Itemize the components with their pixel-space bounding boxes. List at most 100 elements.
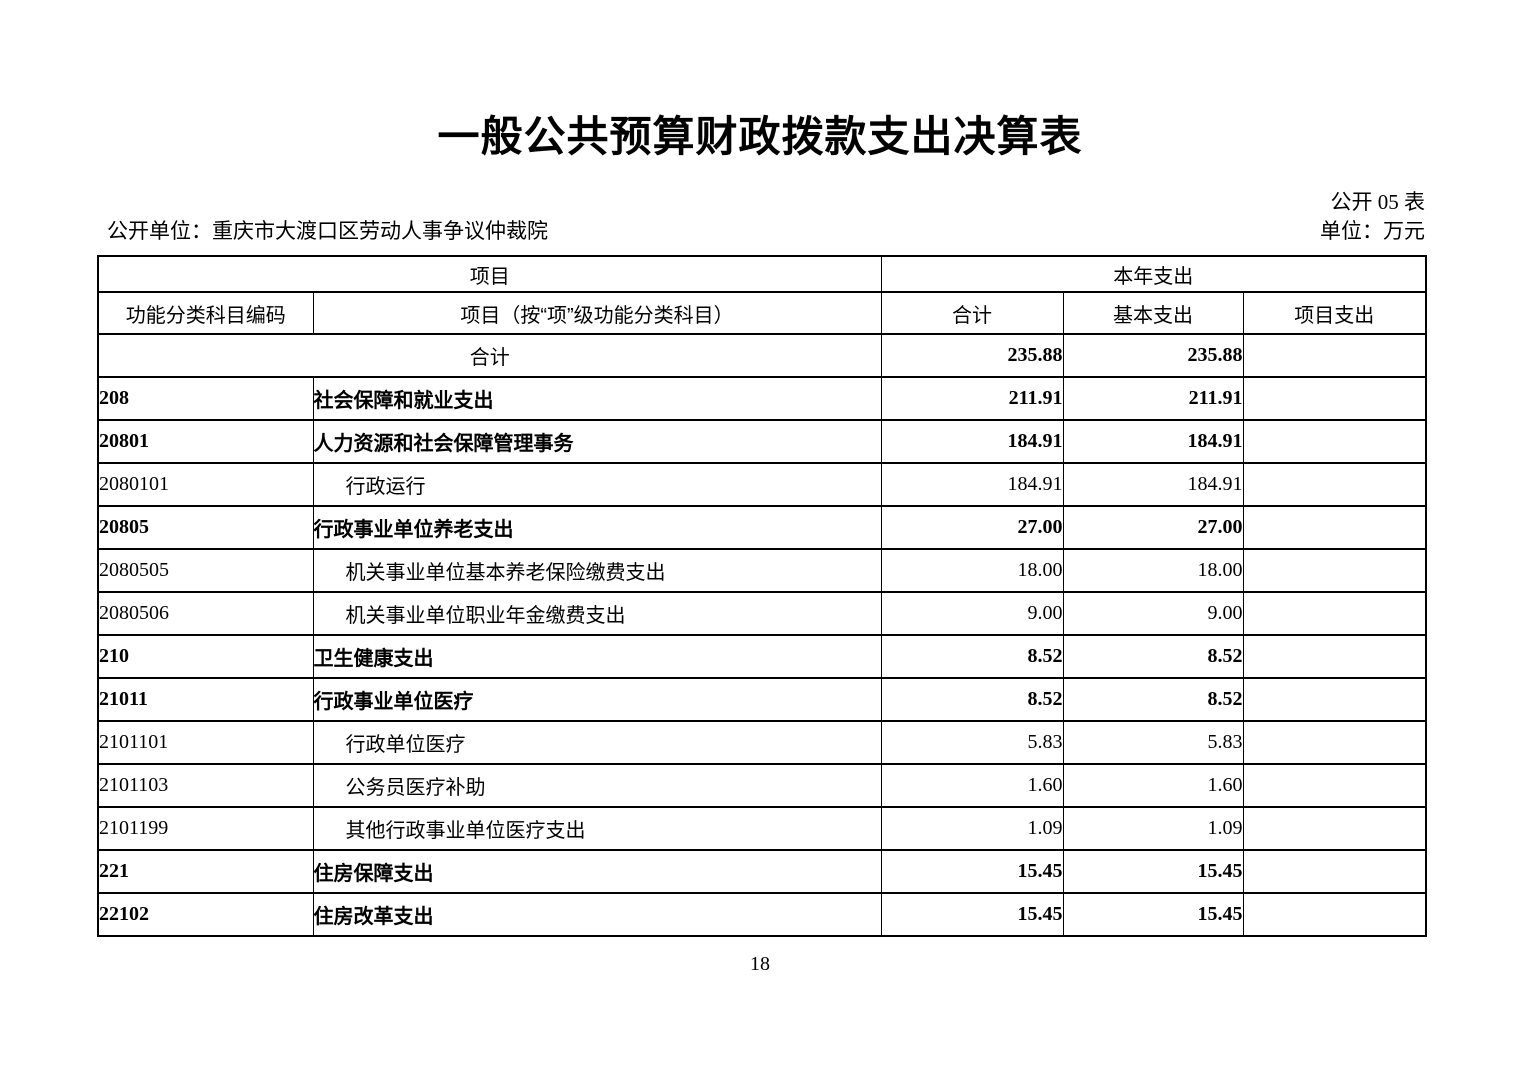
header-group-row: 项目 本年支出: [97, 255, 1427, 293]
row-code: 208: [97, 376, 314, 421]
table-row: 20805 行政事业单位养老支出 27.00 27.00: [97, 505, 1427, 550]
total-row-total-value: 235.88: [880, 333, 1064, 378]
row-project-value: [1242, 419, 1427, 464]
row-basic-value: 8.52: [1062, 634, 1244, 679]
row-total-value: 15.45: [880, 892, 1064, 937]
row-code: 21011: [97, 677, 314, 722]
table-header: 项目 本年支出 功能分类科目编码 项目（按“项”级功能分类科目） 合计 基本支出…: [97, 255, 1427, 335]
header-project-expense-column: 项目支出: [1242, 291, 1427, 335]
total-row-label: 合计: [97, 333, 882, 378]
row-basic-value: 184.91: [1062, 462, 1244, 507]
row-basic-value: 9.00: [1062, 591, 1244, 636]
table-row: 208 社会保障和就业支出 211.91 211.91: [97, 376, 1427, 421]
total-row-project-value: [1242, 333, 1427, 378]
row-code: 20801: [97, 419, 314, 464]
row-total-value: 184.91: [880, 462, 1064, 507]
row-code: 2080101: [97, 462, 314, 507]
table-row: 2080506 机关事业单位职业年金缴费支出 9.00 9.00: [97, 591, 1427, 636]
page-number: 18: [750, 953, 770, 975]
row-project-value: [1242, 849, 1427, 894]
row-item-name: 行政事业单位养老支出: [312, 505, 882, 550]
row-project-value: [1242, 720, 1427, 765]
header-code-column: 功能分类科目编码: [97, 291, 314, 335]
row-item-name: 行政事业单位医疗: [312, 677, 882, 722]
row-code: 2101101: [97, 720, 314, 765]
row-project-value: [1242, 677, 1427, 722]
table-row: 21011 行政事业单位医疗 8.52 8.52: [97, 677, 1427, 722]
row-total-value: 211.91: [880, 376, 1064, 421]
table-row: 2080101 行政运行 184.91 184.91: [97, 462, 1427, 507]
row-item-name: 公务员医疗补助: [312, 763, 882, 808]
row-total-value: 27.00: [880, 505, 1064, 550]
row-total-value: 184.91: [880, 419, 1064, 464]
row-code: 2101199: [97, 806, 314, 851]
row-item-name: 社会保障和就业支出: [312, 376, 882, 421]
row-basic-value: 27.00: [1062, 505, 1244, 550]
row-project-value: [1242, 505, 1427, 550]
row-basic-value: 15.45: [1062, 892, 1244, 937]
row-item-name: 机关事业单位职业年金缴费支出: [312, 591, 882, 636]
header-total-column: 合计: [880, 291, 1064, 335]
row-basic-value: 1.09: [1062, 806, 1244, 851]
publish-unit-label: 公开单位：重庆市大渡口区劳动人事争议仲裁院: [107, 219, 548, 243]
table-row: 22102 住房改革支出 15.45 15.45: [97, 892, 1427, 937]
row-project-value: [1242, 763, 1427, 808]
row-basic-value: 5.83: [1062, 720, 1244, 765]
page-title: 一般公共预算财政拨款支出决算表: [437, 113, 1083, 160]
row-total-value: 8.52: [880, 677, 1064, 722]
row-project-value: [1242, 376, 1427, 421]
row-code: 2101103: [97, 763, 314, 808]
row-basic-value: 8.52: [1062, 677, 1244, 722]
meta-row: 公开单位：重庆市大渡口区劳动人事争议仲裁院 单位：万元: [97, 218, 1425, 245]
table-row: 210 卫生健康支出 8.52 8.52: [97, 634, 1427, 679]
unit-label: 单位：万元: [1320, 219, 1425, 243]
row-basic-value: 184.91: [1062, 419, 1244, 464]
header-item-column: 项目（按“项”级功能分类科目）: [312, 291, 882, 335]
row-code: 2080505: [97, 548, 314, 593]
row-project-value: [1242, 892, 1427, 937]
total-row-basic-value: 235.88: [1062, 333, 1244, 378]
row-total-value: 18.00: [880, 548, 1064, 593]
header-columns-row: 功能分类科目编码 项目（按“项”级功能分类科目） 合计 基本支出 项目支出: [97, 291, 1427, 335]
row-basic-value: 1.60: [1062, 763, 1244, 808]
row-item-name: 行政运行: [312, 462, 882, 507]
row-item-name: 人力资源和社会保障管理事务: [312, 419, 882, 464]
row-code: 221: [97, 849, 314, 894]
row-code: 210: [97, 634, 314, 679]
table-body: 合计 235.88 235.88 208 社会保障和就业支出 211.91 21…: [97, 333, 1427, 937]
table-row: 2101103 公务员医疗补助 1.60 1.60: [97, 763, 1427, 808]
row-total-value: 9.00: [880, 591, 1064, 636]
row-project-value: [1242, 806, 1427, 851]
budget-table: 项目 本年支出 功能分类科目编码 项目（按“项”级功能分类科目） 合计 基本支出…: [97, 255, 1428, 937]
row-code: 22102: [97, 892, 314, 937]
row-item-name: 住房保障支出: [312, 849, 882, 894]
row-code: 2080506: [97, 591, 314, 636]
row-basic-value: 211.91: [1062, 376, 1244, 421]
row-item-name: 行政单位医疗: [312, 720, 882, 765]
table-number-label: 公开 05 表: [1330, 190, 1426, 214]
table-row: 2101199 其他行政事业单位医疗支出 1.09 1.09: [97, 806, 1427, 851]
row-project-value: [1242, 548, 1427, 593]
row-item-name: 其他行政事业单位医疗支出: [312, 806, 882, 851]
table-row: 2101101 行政单位医疗 5.83 5.83: [97, 720, 1427, 765]
row-total-value: 15.45: [880, 849, 1064, 894]
row-project-value: [1242, 462, 1427, 507]
row-project-value: [1242, 591, 1427, 636]
row-total-value: 5.83: [880, 720, 1064, 765]
row-basic-value: 18.00: [1062, 548, 1244, 593]
table-row: 221 住房保障支出 15.45 15.45: [97, 849, 1427, 894]
table-row-total: 合计 235.88 235.88: [97, 333, 1427, 378]
header-project-group: 项目: [97, 255, 882, 293]
header-year-expense-group: 本年支出: [880, 255, 1427, 293]
table-row: 2080505 机关事业单位基本养老保险缴费支出 18.00 18.00: [97, 548, 1427, 593]
header-basic-expense-column: 基本支出: [1062, 291, 1244, 335]
row-total-value: 1.09: [880, 806, 1064, 851]
row-total-value: 1.60: [880, 763, 1064, 808]
row-total-value: 8.52: [880, 634, 1064, 679]
row-item-name: 住房改革支出: [312, 892, 882, 937]
table-row: 20801 人力资源和社会保障管理事务 184.91 184.91: [97, 419, 1427, 464]
row-project-value: [1242, 634, 1427, 679]
row-item-name: 机关事业单位基本养老保险缴费支出: [312, 548, 882, 593]
row-basic-value: 15.45: [1062, 849, 1244, 894]
